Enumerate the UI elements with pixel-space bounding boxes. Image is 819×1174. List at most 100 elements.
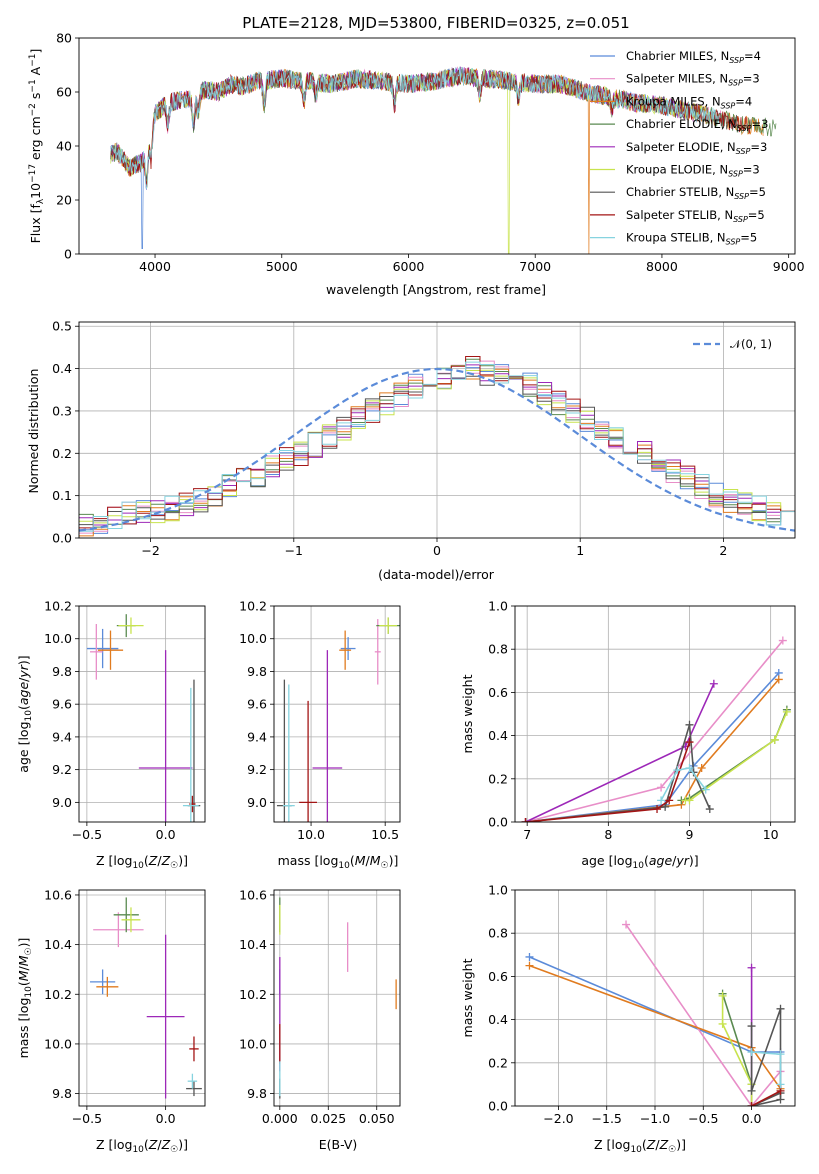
ax8-ytick-label-0: 0.0 — [488, 1099, 508, 1114]
ax6-ytick-label-3: 10.4 — [44, 937, 72, 952]
ax8-marker-8-1 — [776, 1050, 785, 1059]
ax8-series-3 — [721, 993, 753, 1085]
ax5-marker-8-0 — [657, 796, 666, 805]
ax1-xtick-label-5: 9000 — [773, 259, 805, 274]
ax8-ytick-label-1: 0.2 — [488, 1055, 508, 1070]
ax4-ytick-label-2: 9.4 — [247, 729, 267, 744]
ax8-ylabel: mass weight — [460, 958, 475, 1037]
ax8-marker-5-1 — [718, 1019, 727, 1028]
ax5-marker-5-3 — [782, 707, 791, 716]
histogram-step-kroupa-stelib — [79, 361, 795, 532]
ax5-marker-8-1 — [673, 766, 682, 775]
ax2-ytick-label-2: 0.2 — [52, 446, 72, 461]
spectrum-panel: 4000 5000 6000 7000 8000 9000 0 20 40 60 80 — [56, 31, 805, 275]
ax8-marker-0-0 — [525, 952, 534, 961]
legend-label-8: Kroupa STELIB, NSSP=5 — [626, 231, 757, 247]
ax3-ytick-label-6: 10.2 — [44, 599, 72, 614]
ax8-marker-7-0 — [747, 1102, 756, 1106]
legend-label-0: Chabrier MILES, NSSP=4 — [626, 49, 761, 65]
mass-weight-vs-metallicity-panel: −2.0 −1.5 −1.0 −0.5 0.0 0.0 0.2 0.4 0.6 0.8 1.0 — [488, 883, 796, 1126]
ax6-ytick-label-1: 10.0 — [44, 1036, 72, 1051]
ax7-ytick-label-2: 10.2 — [239, 987, 267, 1002]
ax1-ytick-label-4: 80 — [56, 31, 72, 46]
ax5-marker-8-2 — [685, 764, 694, 772]
ax2-ytick-label-1: 0.1 — [52, 488, 72, 503]
ax6-frame — [78, 889, 206, 1107]
normal-legend: 𝒩(0, 1) — [693, 337, 772, 351]
ax2-xtick-label-3: 1 — [576, 543, 584, 558]
ax4-ytick-label-4: 9.8 — [247, 664, 267, 679]
ax5-marker-6-2 — [685, 720, 694, 729]
ax5-series-7 — [525, 741, 691, 822]
figure-title: PLATE=2128, MJD=53800, FIBERID=0325, z=0… — [242, 14, 629, 32]
legend-label-4: Salpeter ELODIE, NSSP=3 — [626, 140, 767, 156]
ax1-xlabel: wavelength [Angstrom, rest frame] — [326, 282, 546, 297]
ax7-xlabel: E(B-V) — [319, 1137, 358, 1152]
ax6-ylabel: mass [log10(M/M☉)] — [16, 938, 34, 1059]
ax2-ytick-label-3: 0.3 — [52, 403, 72, 418]
legend-label-7: Salpeter STELIB, NSSP=5 — [626, 208, 765, 224]
ax6-plot — [90, 897, 202, 1099]
ax5-xlabel: age [log10(age/yr)] — [581, 853, 698, 871]
ax8-marker-8-0 — [747, 1048, 756, 1056]
ax4-ytick-label-6: 10.2 — [239, 599, 267, 614]
ax5-marker-6-4 — [705, 805, 714, 814]
ax5-series-3 — [681, 709, 788, 802]
ax1-ytick-label-0: 0 — [64, 247, 72, 262]
ax8-frame — [514, 889, 796, 1107]
ax5-marker-7-2 — [665, 796, 674, 805]
ax2-plot — [79, 356, 795, 537]
ax5-frame — [514, 605, 796, 823]
ax1-ylabel: Flux [fλ10−17 erg cm−2 s−1 A−1] — [28, 49, 46, 244]
gaussian-curve — [79, 367, 795, 532]
ax8-marker-8-2 — [776, 1080, 785, 1089]
ax1-xtick-label-3: 7000 — [519, 259, 551, 274]
ax2-xtick-label-1: −1 — [285, 543, 303, 558]
legend-label-3: Chabrier ELODIE, NSSP=3 — [626, 117, 768, 133]
ax8-xtick-label-0: −2.0 — [543, 1111, 573, 1126]
ax8-series-1 — [625, 924, 782, 1106]
ax1-ytick-label-1: 20 — [56, 193, 72, 208]
ax6-ytick-label-0: 9.8 — [52, 1086, 72, 1101]
ax6-xtick-label-1: 0.0 — [156, 1111, 176, 1126]
ax1-ytick-label-3: 60 — [56, 85, 72, 100]
ax5-ytick-label-4: 0.8 — [488, 642, 508, 657]
ax1-xtick-label-4: 8000 — [646, 259, 678, 274]
ax8-ytick-label-2: 0.4 — [488, 1012, 508, 1027]
ax1-plot — [110, 66, 777, 254]
ax1-frame — [78, 37, 796, 255]
ax8-xtick-label-4: 0.0 — [742, 1111, 762, 1126]
ax5-marker-7-0 — [521, 818, 530, 822]
ax5-marker-1-2 — [778, 636, 787, 645]
ax8-xtick-label-1: −1.5 — [592, 1111, 622, 1126]
ax6-ytick-label-4: 10.6 — [44, 887, 72, 902]
ax2-frame — [78, 321, 796, 539]
ax4-plot — [276, 617, 400, 822]
ax4-ytick-label-1: 9.2 — [247, 762, 267, 777]
legend-label-5: Kroupa ELODIE, NSSP=3 — [626, 163, 760, 179]
ax7-xtick-label-0: 0.000 — [262, 1111, 298, 1126]
mass-weight-vs-age-panel: 7 8 9 10 0.0 0.2 0.4 0.6 0.8 1.0 — [488, 599, 796, 842]
ax8-ytick-label-4: 0.8 — [488, 926, 508, 941]
ax5-series-6 — [525, 724, 711, 822]
ax5-marker-5-2 — [770, 735, 779, 744]
ax7-ytick-label-1: 10.0 — [239, 1036, 267, 1051]
ax5-xtick-label-3: 10 — [763, 827, 779, 842]
legend-label-2: Kroupa MILES, NSSP=4 — [626, 94, 752, 110]
ax7-xtick-label-2: 0.050 — [359, 1111, 395, 1126]
ax5-xtick-label-0: 7 — [523, 827, 531, 842]
ax8-ytick-label-3: 0.6 — [488, 969, 508, 984]
ax3-xtick-label-1: 0.0 — [156, 827, 176, 842]
ax5-plot — [521, 636, 791, 822]
ax5-marker-2-3 — [774, 675, 783, 684]
ax3-frame — [78, 605, 206, 823]
ax3-ytick-label-2: 9.4 — [52, 729, 72, 744]
ax8-marker-2-0 — [525, 961, 534, 970]
ax4-ytick-label-0: 9.0 — [247, 795, 267, 810]
ax3-xlabel: Z [log10(Z/Z☉)] — [96, 853, 188, 871]
ax5-marker-5-1 — [685, 796, 694, 805]
ax8-xtick-label-2: −1.0 — [640, 1111, 670, 1126]
ax8-marker-5-0 — [718, 991, 727, 1000]
